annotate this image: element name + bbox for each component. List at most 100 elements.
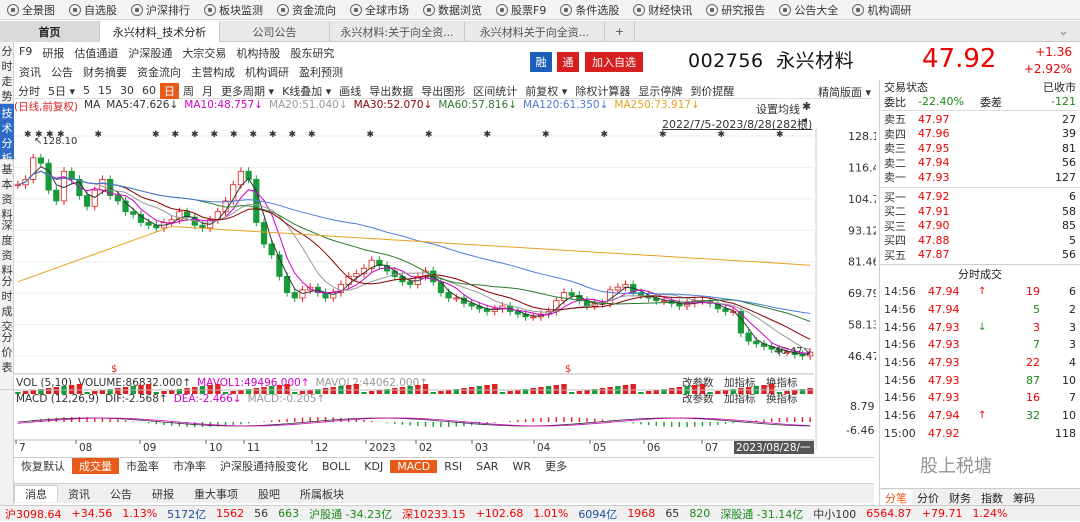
period-item[interactable]: 到价提醒 [690,84,735,98]
tab-0[interactable]: 永兴材料_技术分析 [100,21,220,42]
panel-tab[interactable]: 指数 [981,492,1003,505]
set-ma-button[interactable]: 设置均线 [756,103,800,116]
nav-item-11[interactable]: 公告大全 [772,0,845,20]
period-item[interactable]: 导出图形 [421,84,466,98]
tab-4[interactable]: + [605,21,635,42]
period-item[interactable]: 前复权 ▾ [525,84,568,98]
nav-item-9[interactable]: 财经快讯 [626,0,699,20]
info-tab[interactable]: 重大事项 [194,487,238,501]
info-tab[interactable]: 资讯 [68,487,90,501]
tong-badge[interactable]: 通 [557,52,579,72]
info-tab[interactable]: 研报 [152,487,174,501]
funcrow2-item[interactable]: 机构调研 [245,66,289,79]
left-tab-4[interactable]: 分时成交 [0,272,14,333]
tab-3[interactable]: 永兴材料关于向全资... [465,21,605,42]
panel-tab[interactable]: 筹码 [1013,492,1035,505]
vol-bar [784,391,790,394]
indicator-tab[interactable]: 市净率 [173,460,206,473]
period-item[interactable]: 30 [120,84,135,97]
collapse-icon[interactable]: ◂ [802,115,808,126]
funcrow1-item[interactable]: 研报 [42,47,65,60]
kline-chart[interactable]: 128.10 116.44 104.78 93.12 81.46 69.79 58.13 46… [14,128,876,458]
panel-tab[interactable]: 分价 [917,492,939,505]
period-item[interactable]: 月 [202,84,214,98]
tab-home[interactable]: 首页 [0,21,100,42]
indicator-tab[interactable]: 沪深股通持股变化 [220,460,308,473]
funcrow2-item[interactable]: 财务摘要 [83,66,127,79]
nav-item-5[interactable]: 全球市场 [343,0,416,20]
indicator-tab[interactable]: 成交量 [72,458,119,474]
nav-item-0[interactable]: 全景图 [0,0,62,20]
period-item[interactable]: 60 [142,84,157,97]
info-tab[interactable]: 所属板块 [300,487,344,501]
indicator-tab[interactable]: WR [512,459,531,473]
nav-item-1[interactable]: 自选股 [62,0,124,20]
chevron-down-icon[interactable]: ⌄ [1058,24,1069,39]
left-tab-1[interactable]: 技术分析 [0,104,14,165]
macd-legend-item: MACD:-0.205↑ [248,393,326,405]
indicator-tab[interactable]: 恢复默认 [21,460,65,473]
funcrow1-item[interactable]: 大宗交易 [182,47,227,60]
ma10-line [17,170,811,354]
period-item[interactable]: 画线 [339,84,362,98]
nav-item-3[interactable]: 板块监测 [197,0,270,20]
funcrow1-item[interactable]: 估值通道 [74,47,119,60]
add-watchlist-button[interactable]: 加入自选 [585,52,643,72]
funcrow2-item[interactable]: 资金流向 [137,66,181,79]
funcrow1-item[interactable]: 机构持股 [236,47,281,60]
period-item[interactable]: 周 [183,84,195,98]
indicator-tab[interactable]: BOLL [322,459,351,473]
panel-tab[interactable]: 财务 [949,492,971,505]
ma-legend-item: MA [84,99,101,111]
rong-badge[interactable]: 融 [530,52,552,72]
funcrow1-item[interactable]: F9 [19,45,33,58]
period-item[interactable]: 导出数据 [369,84,414,98]
ma20-line [17,170,811,351]
tab-1[interactable]: 公司公告 [220,21,330,42]
tab-2[interactable]: 永兴材料:关于向全资... [330,21,465,42]
nav-item-label: 全景图 [22,3,55,17]
indicator-tab[interactable]: MACD [390,459,438,473]
nav-item-2[interactable]: 沪深排行 [124,0,197,20]
nav-item-4[interactable]: 资金流向 [270,0,343,20]
period-item[interactable]: 除权计算器 [575,84,631,98]
nav-item-12[interactable]: 机构调研 [845,0,918,20]
indicator-tab[interactable]: RSI [444,459,463,473]
nav-item-6[interactable]: 数据浏览 [416,0,489,20]
panel-tab[interactable]: 分笔 [880,490,912,506]
left-tab-2[interactable]: 基本资料 [0,160,14,221]
left-tab-3[interactable]: 深度资料 [0,216,14,277]
vol-bar [707,392,713,394]
period-item[interactable]: 显示停牌 [638,84,683,98]
funcrow2-item[interactable]: 盈利预测 [299,66,343,79]
left-tab-0[interactable]: 分时走势 [0,42,14,104]
nav-item-10[interactable]: 研究报告 [699,0,772,20]
left-tab-5[interactable]: 分价表 [0,328,14,390]
info-tab[interactable]: 公告 [110,487,132,501]
nav-item-7[interactable]: 股票F9 [489,0,553,20]
info-tab[interactable]: 股吧 [258,487,280,501]
indicator-tab[interactable]: KDJ [364,459,384,473]
indicator-tab[interactable]: SAR [476,459,499,473]
period-item[interactable]: K线叠加 ▾ [282,84,332,98]
period-item[interactable]: 5 [83,84,91,97]
funcrow1-item[interactable]: 股东研究 [290,47,335,60]
funcrow2-item[interactable]: 主营构成 [191,66,235,79]
period-item[interactable]: 15 [98,84,113,97]
funcrow2-item[interactable]: 公告 [51,66,73,79]
period-item[interactable]: 区间统计 [473,84,518,98]
layout-mode-select[interactable]: 精简版面 ▾ [818,86,872,99]
vol-bar [769,384,775,394]
status-item: 6094亿 [578,507,618,521]
indicator-tab[interactable]: 更多 [544,460,567,473]
funcrow2-item[interactable]: 资讯 [19,66,41,79]
funcrow1-item[interactable]: 沪深股通 [128,47,173,60]
period-item[interactable]: 更多周期 ▾ [221,84,275,98]
indicator-tab[interactable]: 市盈率 [126,460,159,473]
period-item[interactable]: 5日 ▾ [48,84,76,98]
period-item[interactable]: 日 [160,82,180,99]
info-tab[interactable]: 消息 [14,485,58,502]
period-item[interactable]: 分时 [18,84,40,98]
nav-item-8[interactable]: 条件选股 [553,0,626,20]
pin-icon[interactable]: ✱ [802,100,812,113]
